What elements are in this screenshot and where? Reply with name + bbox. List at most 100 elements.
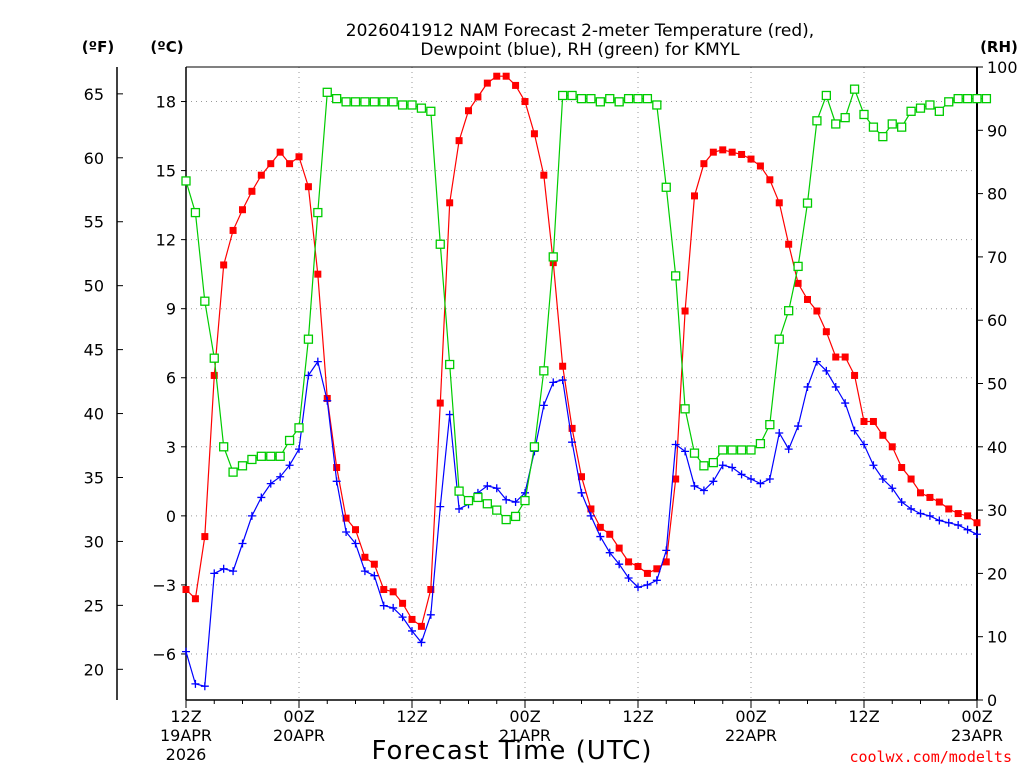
rh-point [190,207,201,218]
temperature-point [417,622,425,630]
dewpoint-point [492,484,501,493]
temperature-point [380,586,388,594]
fahrenheit-tick-label: 65 [84,85,104,104]
rh-point [906,106,916,116]
rh-point [953,94,963,104]
rh-point [379,97,389,107]
dewpoint-point [624,574,633,583]
rh-point [416,103,427,113]
temperature-point [672,475,680,483]
fahrenheit-tick-label: 55 [84,213,104,232]
temperature-point [691,192,698,200]
rh-point [266,451,276,461]
rh-point [350,97,361,107]
dewpoint-point [445,410,454,419]
rh-point [284,435,295,446]
temperature-point [832,353,840,361]
dewpoint-point [511,498,520,507]
temperature-point [239,206,246,214]
temperature-point [917,489,924,497]
rh-point [332,94,342,104]
dewpoint-point [426,610,435,619]
dewpoint-point [690,481,699,490]
rh-point [802,198,813,208]
rh-point [962,94,973,104]
temperature-point [728,148,736,156]
rh-point [784,306,794,316]
rh-tick-label: 60 [987,311,1007,330]
temperature-point [615,544,623,552]
rh-point [200,296,210,306]
rh-unit-label: (RH) [980,38,1018,56]
temperature-point [813,307,821,315]
temperature-point [756,162,764,170]
rh-point [369,97,379,107]
rh-point [445,359,455,370]
dewpoint-point [963,525,972,534]
temperature-point [295,153,303,161]
rh-point [708,457,718,468]
celsius-tick-label: 15 [156,162,176,181]
celsius-tick-label: −6 [152,645,176,664]
dewpoint-point [878,475,887,484]
rh-point [548,252,558,262]
rh-point [605,94,615,104]
fahrenheit-tick-label: 45 [84,341,104,360]
rh-tick-label: 70 [987,248,1007,267]
temperature-point [370,560,378,568]
x-tick-label-time: 12Z [170,707,201,726]
temperature-point [201,533,209,541]
dewpoint-point [558,376,567,385]
dewpoint-point [379,601,388,610]
temperature-point [521,98,529,106]
rh-point [510,511,521,522]
rh-point [256,451,266,461]
dewpoint-point [634,583,642,592]
temperature-point [822,328,830,336]
axes [116,66,983,708]
dewpoint-point [643,580,652,589]
dewpoint-point [718,461,727,470]
fahrenheit-tick-label: 50 [84,277,104,296]
rh-point [294,423,304,433]
temperature-point [935,498,943,506]
dewpoint-point [615,560,624,569]
temperature-point [474,93,482,101]
dewpoint-point [539,401,548,410]
dewpoint-point [907,504,916,513]
x-tick-label-date: 22APR [725,726,777,745]
rh-point [699,461,709,471]
rh-tick-label: 50 [987,375,1007,394]
temperature-point [775,199,783,207]
temperature-point [408,615,416,623]
dewpoint-point [408,626,416,635]
dewpoint-point [709,477,718,486]
temperature-point [248,187,256,195]
rh-point [840,112,850,123]
dewpoint-point [182,647,190,656]
temperature-point [653,565,661,573]
x-tick-label-time: 00Z [735,707,766,726]
rh-point [859,109,869,120]
temperature-point [493,72,501,80]
rh-point [435,239,445,249]
rh-point [397,100,408,110]
temperature-point [512,81,520,89]
temperature-point [738,150,746,158]
rh-point [793,261,803,272]
rh-line [185,87,987,521]
temperature-point [907,475,915,483]
temperature-point [596,523,604,531]
dewpoint-point [596,532,605,541]
rh-tick-label: 20 [987,564,1007,583]
rh-point [501,514,511,525]
celsius-tick-label: 3 [166,438,176,457]
rh-point [209,353,219,363]
temperature-point [747,155,755,163]
dewpoint-point [323,396,332,405]
temperature-point [361,553,369,561]
fahrenheit-tick-label: 20 [84,660,104,679]
dewpoint-point [370,571,379,580]
dewpoint-point [662,546,671,555]
